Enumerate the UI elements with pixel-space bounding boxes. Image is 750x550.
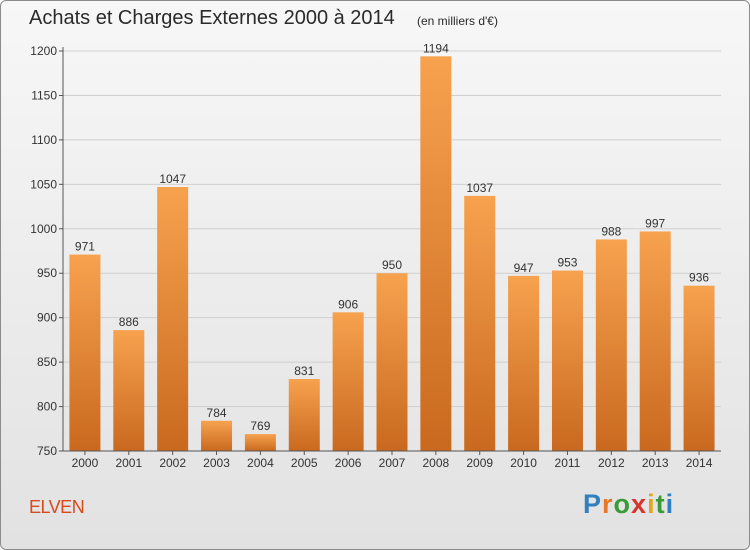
bar-2005 (288, 379, 320, 451)
y-tick-label: 1050 (30, 177, 57, 191)
data-label: 906 (338, 297, 358, 311)
x-tick-label: 2008 (423, 456, 450, 470)
data-label: 997 (645, 216, 665, 230)
x-tick-label: 2004 (247, 456, 274, 470)
y-tick-label: 1200 (30, 44, 57, 58)
x-tick-label: 2000 (72, 456, 99, 470)
bar-2014 (683, 285, 715, 451)
bar-2008 (420, 56, 452, 451)
data-label: 936 (689, 271, 709, 285)
bar-2011 (551, 270, 583, 451)
chart-unit: (en milliers d'€) (417, 14, 498, 28)
y-tick-label: 900 (37, 311, 57, 325)
data-label: 1047 (159, 172, 186, 186)
bar-2013 (639, 231, 671, 451)
axes (59, 47, 721, 455)
data-label: 953 (557, 256, 577, 270)
bar-2000 (69, 254, 101, 451)
bar-2004 (244, 434, 276, 451)
x-tick-label: 2013 (642, 456, 669, 470)
y-tick-label: 1100 (31, 133, 57, 147)
logo-letter: x (631, 489, 648, 519)
logo-letter: o (613, 489, 632, 519)
logo-letter: P (583, 489, 603, 519)
x-tick-label: 2003 (203, 456, 230, 470)
x-tick-label: 2006 (335, 456, 362, 470)
chart-title: Achats et Charges Externes 2000 à 2014 (29, 7, 395, 29)
y-tick-label: 1000 (30, 222, 57, 236)
data-label: 784 (207, 406, 227, 420)
data-label: 886 (119, 315, 139, 329)
x-tick-label: 2014 (686, 456, 713, 470)
data-label: 950 (382, 258, 402, 272)
bar-2010 (508, 275, 540, 451)
logo-letter: t (655, 489, 666, 519)
y-tick-label: 950 (37, 266, 57, 280)
data-label: 971 (75, 240, 95, 254)
y-tick-label: 800 (37, 400, 57, 414)
logo-letter: i (647, 489, 656, 519)
bar-2003 (201, 420, 233, 451)
logo-letter: i (665, 489, 675, 519)
x-tick-label: 2001 (115, 456, 142, 470)
data-labels: 971 886 1047 784 769 831 906 950 1194 1037 947 953 9… (75, 41, 709, 433)
bar-2002 (157, 187, 189, 451)
data-label: 988 (601, 224, 621, 238)
data-label: 1037 (466, 181, 493, 195)
bar-2012 (595, 239, 627, 451)
y-tick-label: 750 (37, 444, 57, 458)
x-tick-label: 2009 (466, 456, 493, 470)
proxiti-logo: Proxiti (583, 489, 674, 520)
bar-2006 (332, 312, 364, 451)
data-label: 947 (514, 261, 534, 275)
data-label: 831 (294, 364, 314, 378)
data-label: 769 (250, 419, 270, 433)
data-label: 1194 (423, 41, 449, 55)
bar-2009 (464, 195, 496, 451)
commune-name: ELVEN (29, 497, 85, 517)
bars (69, 56, 715, 451)
x-tick-label: 2007 (379, 456, 406, 470)
x-tick-label: 2005 (291, 456, 318, 470)
bar-2001 (113, 330, 145, 451)
x-tick-label: 2002 (159, 456, 186, 470)
x-tick-label: 2011 (555, 456, 581, 470)
logo-letter: r (602, 489, 614, 519)
x-tick-labels: 2000 2001 2002 2003 2004 2005 2006 2007 2008 2009… (72, 456, 713, 470)
y-tick-labels: 750 800 850 900 950 1000 1050 1100 1150 1200 (30, 44, 57, 458)
x-tick-label: 2012 (598, 456, 625, 470)
bar-2007 (376, 273, 408, 451)
y-tick-label: 850 (37, 355, 57, 369)
x-tick-label: 2010 (510, 456, 537, 470)
y-tick-label: 1150 (31, 88, 57, 102)
